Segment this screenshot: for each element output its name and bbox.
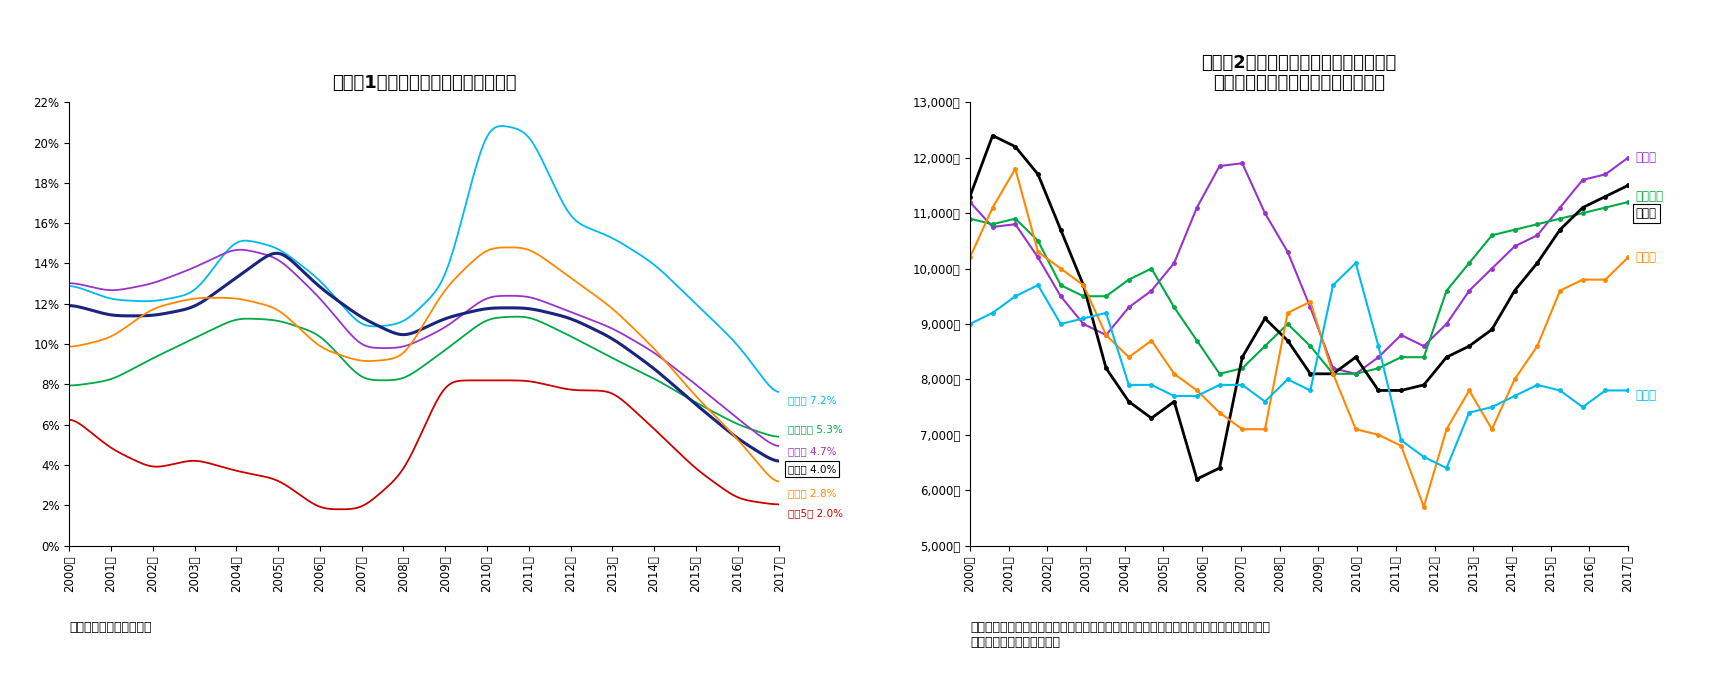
Text: 福岡市 2.8%: 福岡市 2.8%	[788, 488, 837, 499]
Text: （出所）三幸エステート: （出所）三幸エステート	[69, 621, 152, 634]
Text: 仙台市: 仙台市	[1635, 389, 1658, 402]
Text: （出所）三幸エステート・ニッセイ基礎研究所「オフィスレント・インデックス」を基に
ニッセイ基礎研究所が作成: （出所）三幸エステート・ニッセイ基礎研究所「オフィスレント・インデックス」を基に…	[970, 621, 1270, 649]
Title: 図表－2　主要都市のオフィス成約賃料
（オフィスレント・インデックス）: 図表－2 主要都市のオフィス成約賃料 （オフィスレント・インデックス）	[1202, 54, 1396, 93]
Text: 札幌市: 札幌市	[1635, 207, 1658, 220]
Text: 大阪市: 大阪市	[1635, 151, 1658, 164]
Text: 大阪市 4.7%: 大阪市 4.7%	[788, 446, 837, 456]
Text: 都心5区 2.0%: 都心5区 2.0%	[788, 508, 843, 518]
Text: 名古屋市 5.3%: 名古屋市 5.3%	[788, 424, 842, 434]
Text: 名古屋市: 名古屋市	[1635, 190, 1664, 203]
Title: 図表－1　主要都市のオフィス空室率: 図表－1 主要都市のオフィス空室率	[333, 74, 516, 93]
Text: 福岡市: 福岡市	[1635, 251, 1658, 264]
Text: 札幌市 4.0%: 札幌市 4.0%	[788, 464, 837, 474]
Text: 仙台市 7.2%: 仙台市 7.2%	[788, 396, 837, 406]
